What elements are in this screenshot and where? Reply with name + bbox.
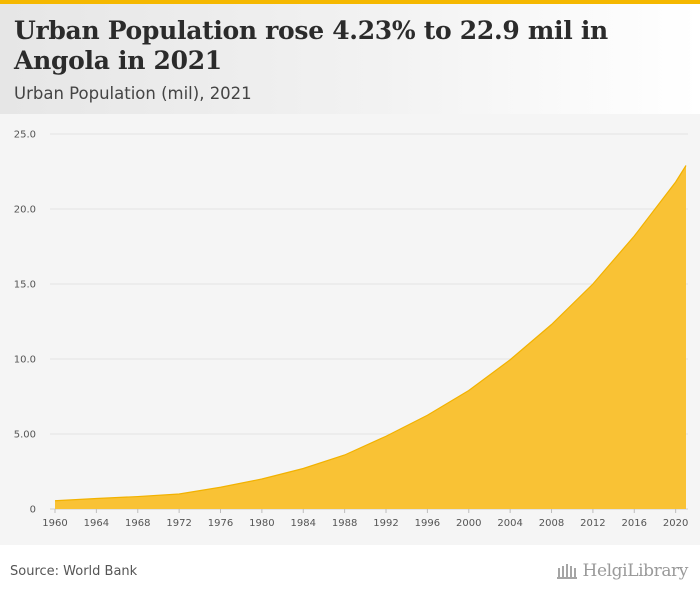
x-tick-label: 1960 — [42, 518, 67, 529]
library-building-icon — [556, 564, 577, 579]
x-tick-label: 1972 — [166, 518, 191, 529]
x-tick-label: 2016 — [622, 518, 647, 529]
y-tick-label: 10.0 — [14, 355, 36, 366]
x-tick-label: 1992 — [373, 518, 398, 529]
y-tick-label: 25.0 — [14, 130, 36, 141]
chart-footer: Source: World Bank HelgiLibrary — [0, 545, 700, 596]
x-tick-label: 1968 — [125, 518, 150, 529]
area-series-urban-population — [55, 165, 686, 509]
x-tick-label: 1980 — [249, 518, 274, 529]
x-tick-label: 2000 — [456, 518, 481, 529]
x-tick-label: 1996 — [415, 518, 440, 529]
helgi-library-logo[interactable]: HelgiLibrary — [556, 561, 688, 581]
source-label: Source: World Bank — [10, 564, 138, 579]
chart-subtitle: Urban Population (mil), 2021 — [14, 84, 252, 103]
y-axis: 0 5.00 10.0 15.0 20.0 25.0 — [14, 130, 36, 516]
x-tick-label: 1984 — [291, 518, 316, 529]
y-tick-label: 0 — [30, 505, 36, 516]
x-tick-label: 1964 — [84, 518, 109, 529]
chart-header: Urban Population rose 4.23% to 22.9 mil … — [0, 4, 700, 114]
y-tick-label: 5.00 — [14, 430, 36, 441]
x-axis: 1960 1964 1968 1972 1976 1980 1984 1988 1992 1996… — [42, 509, 688, 529]
x-tick-label: 2012 — [580, 518, 605, 529]
x-tick-label: 2008 — [539, 518, 564, 529]
x-tick-label: 1988 — [332, 518, 357, 529]
x-tick-label: 1976 — [208, 518, 233, 529]
accent-top-bar — [0, 0, 700, 4]
x-tick-label: 2020 — [663, 518, 688, 529]
logo-text: HelgiLibrary — [582, 561, 689, 581]
y-tick-label: 20.0 — [14, 205, 36, 216]
area-layer — [54, 165, 687, 509]
x-tick-label: 2004 — [497, 518, 522, 529]
chart-area: 0 5.00 10.0 15.0 20.0 25.0 1960 1964 1968 1972 19… — [0, 114, 700, 545]
area-series-edge — [54, 165, 687, 502]
y-tick-label: 15.0 — [14, 280, 36, 291]
chart-title: Urban Population rose 4.23% to 22.9 mil … — [14, 16, 608, 75]
